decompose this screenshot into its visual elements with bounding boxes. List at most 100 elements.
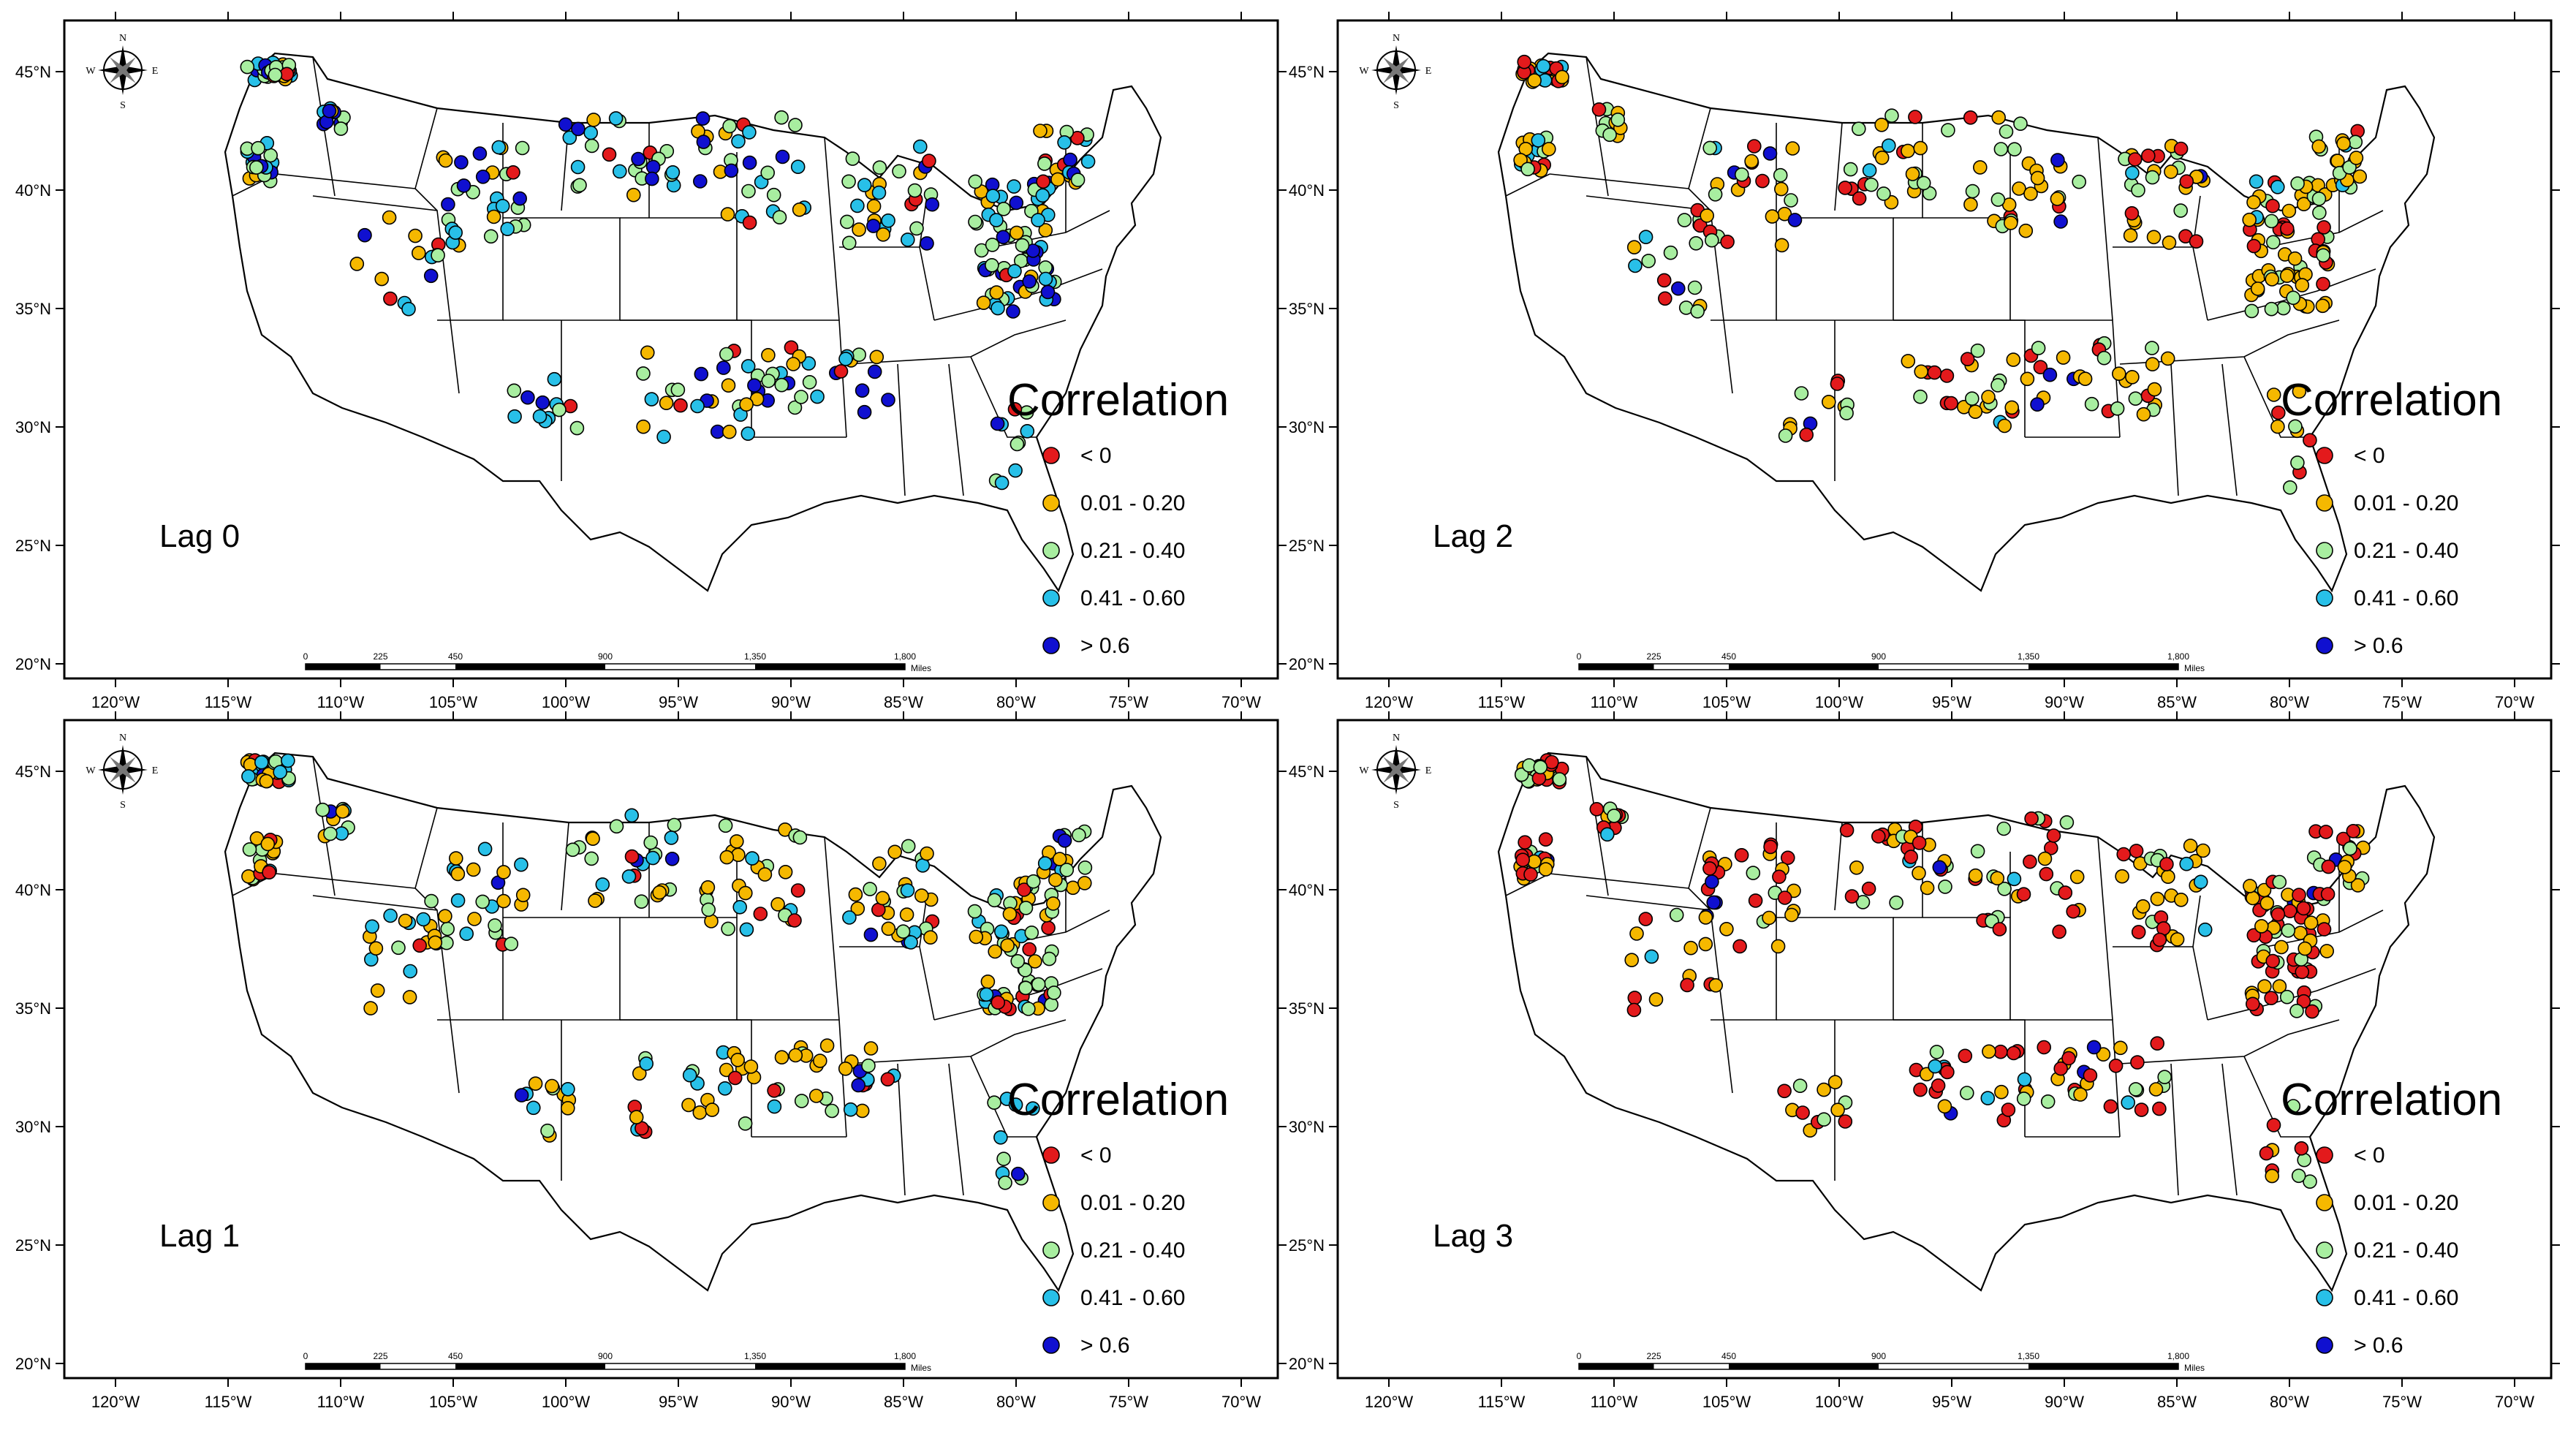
station-point <box>1762 146 1778 161</box>
station-point <box>506 165 520 180</box>
station-point <box>1993 142 2009 156</box>
lon-tick-label: 120°W <box>1365 693 1414 711</box>
station-point <box>1763 839 1778 855</box>
lon-tick-label: 95°W <box>1932 693 1971 711</box>
station-point <box>719 850 735 865</box>
station-point <box>2145 357 2160 372</box>
station-point <box>913 139 928 154</box>
station-point <box>2130 1055 2145 1070</box>
station-point <box>2244 303 2259 319</box>
station-point <box>2096 350 2112 366</box>
station-point <box>1689 235 1703 251</box>
station-point <box>1026 874 1041 889</box>
station-point <box>2193 874 2208 890</box>
lon-tick-label: 90°W <box>771 693 811 711</box>
station-point <box>969 929 984 945</box>
lon-tick-label: 75°W <box>1109 1393 1148 1411</box>
station-point <box>730 1053 746 1067</box>
compass-n: N <box>119 33 126 44</box>
station-point <box>370 983 385 998</box>
station-point <box>901 839 916 854</box>
station-point <box>1063 152 1077 167</box>
station-point <box>496 893 511 909</box>
station-point <box>382 210 397 225</box>
station-point <box>1940 1064 1955 1080</box>
station-point <box>909 221 924 236</box>
station-point <box>2073 1087 2088 1102</box>
station-point <box>1937 1099 1952 1114</box>
legend-swatch <box>2316 542 2333 559</box>
station-point <box>612 164 627 179</box>
compass-s: S <box>120 100 126 111</box>
station-point <box>717 1081 732 1096</box>
station-point <box>2270 907 2286 922</box>
station-point <box>861 1058 876 1073</box>
station-point <box>729 834 744 849</box>
station-point <box>721 921 735 937</box>
station-point <box>681 1097 696 1113</box>
station-point <box>626 187 641 203</box>
station-point <box>871 185 887 200</box>
legend-label: < 0 <box>2354 1143 2385 1168</box>
scale-tick-label: 450 <box>448 1351 463 1361</box>
station-point <box>532 409 548 424</box>
station-point <box>515 888 531 903</box>
station-point <box>2281 923 2296 938</box>
legend-label: > 0.6 <box>1080 1333 1130 1358</box>
lon-tick-label: 120°W <box>91 693 140 711</box>
station-point <box>1706 895 1721 910</box>
legend-title: Correlation <box>1007 375 1229 425</box>
station-point <box>2296 197 2311 212</box>
station-point <box>1958 1048 1973 1064</box>
lon-tick-label: 85°W <box>2157 1393 2197 1411</box>
station-point <box>2336 136 2351 151</box>
station-point <box>1698 910 1713 925</box>
station-point <box>1552 772 1567 787</box>
station-point <box>1006 304 1020 319</box>
station-point <box>2292 888 2306 902</box>
station-point <box>2264 991 2278 1005</box>
station-point <box>1732 939 1747 954</box>
station-point <box>2243 879 2257 893</box>
lon-tick-label: 70°W <box>1221 693 1261 711</box>
station-point <box>739 922 754 937</box>
scale-unit: Miles <box>911 663 931 673</box>
station-point <box>2319 944 2334 958</box>
lat-tick-label: 45°N <box>1289 763 1325 781</box>
station-point <box>1876 186 1891 201</box>
station-point <box>1916 175 1931 191</box>
station-point <box>1047 986 1061 1000</box>
station-point <box>1520 162 1535 177</box>
map-panel-lag-2: 120°W 115°W 110°W 105°W 100°W 95°W 90°W 85°W 80°… <box>1289 12 2560 711</box>
station-point <box>2112 366 2126 382</box>
station-point <box>441 197 455 212</box>
station-point <box>454 155 469 170</box>
station-point <box>2173 141 2189 156</box>
lon-tick-label: 90°W <box>2045 693 2084 711</box>
station-point <box>1781 850 1795 866</box>
station-point <box>2350 878 2365 893</box>
legend-title: Correlation <box>2281 375 2502 425</box>
legend-swatch <box>1042 447 1060 464</box>
legend-label: 0.01 - 0.20 <box>2354 1191 2458 1215</box>
legend-title: Correlation <box>2281 1075 2502 1125</box>
lon-tick-label: 110°W <box>1591 693 1638 711</box>
station-point <box>2084 396 2099 412</box>
station-point <box>2125 165 2140 181</box>
station-point <box>1889 895 1903 910</box>
station-point <box>496 865 511 879</box>
station-point <box>1735 167 1749 182</box>
station-point <box>2157 1070 2172 1084</box>
station-point <box>2161 869 2175 884</box>
station-point <box>1913 1082 1928 1097</box>
station-point <box>2007 142 2022 156</box>
station-point <box>2297 941 2312 956</box>
station-point <box>645 171 659 186</box>
lat-tick-label: 35°N <box>1289 300 1325 318</box>
station-point <box>1999 124 2014 139</box>
station-point <box>586 831 600 846</box>
scale-tick-label: 0 <box>1577 1351 1582 1361</box>
station-point <box>742 155 757 170</box>
station-point <box>1072 828 1086 843</box>
station-point <box>2124 205 2140 221</box>
